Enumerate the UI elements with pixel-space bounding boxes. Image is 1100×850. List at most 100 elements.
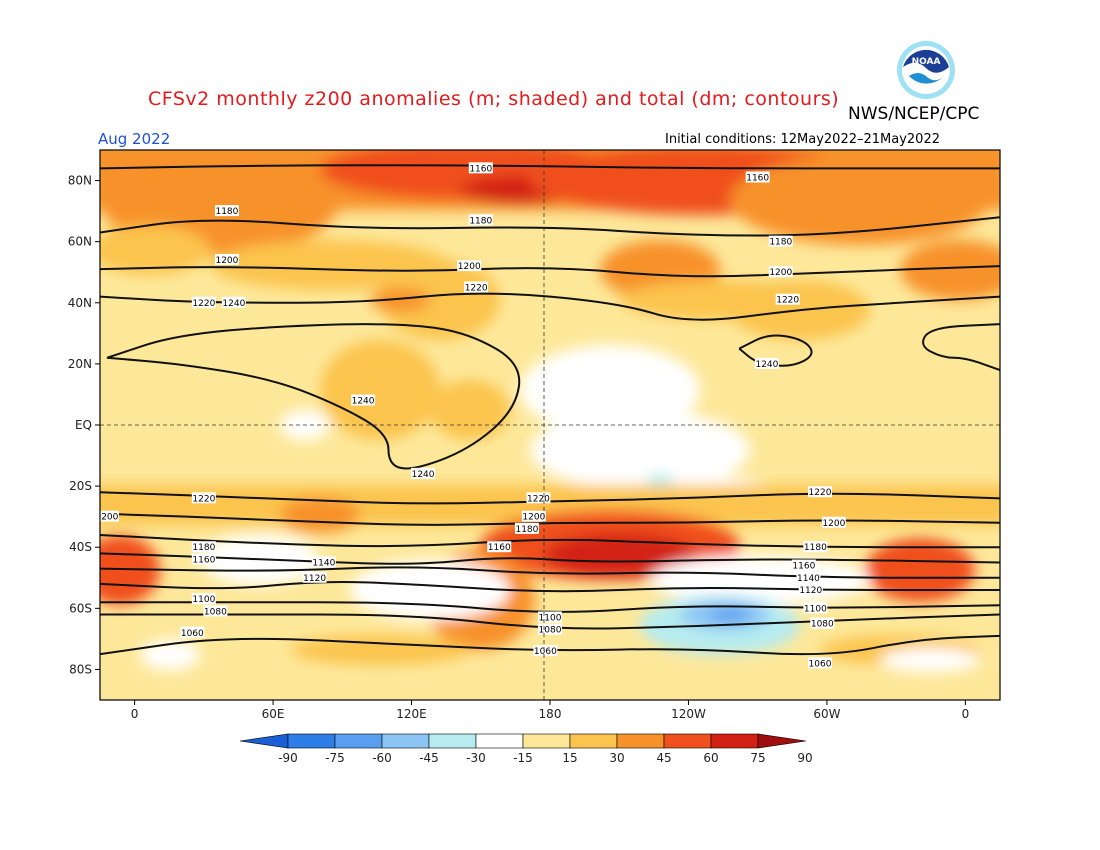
contour-line-1160 bbox=[100, 164, 1000, 170]
contour-line-1160 bbox=[100, 552, 1000, 565]
svg-text:1080: 1080 bbox=[539, 626, 562, 636]
contour-line-1180 bbox=[100, 216, 1000, 237]
colorbar: -90 -75 -60 -45 -30 -15 15 30 45 60 75 90 bbox=[239, 733, 813, 765]
svg-text:1240: 1240 bbox=[755, 360, 778, 370]
contour-label: 1060 bbox=[533, 645, 558, 657]
colorbar-swatch bbox=[569, 733, 618, 749]
longitude-axis: 0 60E 120E 180 120W 60W 0 bbox=[131, 700, 969, 721]
colorbar-swatch bbox=[334, 733, 383, 749]
contour-line-1240 bbox=[922, 323, 1000, 371]
contour-label: 1160 bbox=[487, 541, 512, 553]
svg-text:1160: 1160 bbox=[746, 174, 769, 184]
colorbar-swatch bbox=[287, 733, 336, 749]
colorbar-swatch bbox=[522, 733, 571, 749]
svg-text:1240: 1240 bbox=[412, 470, 435, 480]
svg-text:1200: 1200 bbox=[769, 268, 792, 278]
svg-text:1200: 1200 bbox=[95, 513, 118, 523]
svg-text:1060: 1060 bbox=[534, 647, 557, 657]
height-contours: 1160 1160 1180 1180 1180 1200 1200 1200 1220 1220… bbox=[95, 162, 1000, 669]
lon-tick-label: 120E bbox=[396, 707, 427, 721]
svg-text:1180: 1180 bbox=[804, 543, 827, 553]
colorbar-label: -15 bbox=[513, 751, 533, 765]
lat-tick-label: 80S bbox=[69, 662, 92, 676]
lat-tick-label: 40S bbox=[69, 540, 92, 554]
svg-text:1220: 1220 bbox=[527, 494, 550, 504]
svg-text:1200: 1200 bbox=[522, 513, 545, 523]
colorbar-swatch bbox=[616, 733, 665, 749]
contour-label: 1200 bbox=[457, 260, 482, 272]
contour-label: 1240 bbox=[411, 467, 436, 480]
svg-text:1200: 1200 bbox=[215, 256, 238, 266]
colorbar-label: 60 bbox=[703, 751, 718, 765]
contour-line-1140 bbox=[100, 566, 1000, 579]
colorbar-swatch bbox=[428, 733, 477, 749]
contour-label: 1240 bbox=[221, 296, 246, 309]
colorbar-label: 45 bbox=[656, 751, 671, 765]
svg-text:NOAA: NOAA bbox=[912, 57, 941, 67]
contour-label: 1220 bbox=[191, 492, 216, 504]
svg-text:1120: 1120 bbox=[303, 574, 326, 584]
colorbar-label: -60 bbox=[372, 751, 392, 765]
contour-label: 1180 bbox=[514, 522, 539, 535]
latitude-axis: 80N 60N 40N 20N EQ 20S 40S 60S 80S bbox=[68, 174, 100, 676]
svg-text:1120: 1120 bbox=[799, 586, 822, 596]
svg-text:1220: 1220 bbox=[809, 488, 832, 498]
svg-text:1220: 1220 bbox=[776, 296, 799, 306]
lat-tick-label: 60S bbox=[69, 601, 92, 615]
contour-label: 1120 bbox=[302, 571, 327, 584]
contour-label: 1080 bbox=[810, 617, 835, 630]
lon-tick-label: 120W bbox=[671, 707, 706, 721]
contour-label: 1220 bbox=[526, 492, 551, 504]
colorbar-label: -30 bbox=[466, 751, 486, 765]
contour-line-1180 bbox=[100, 534, 1000, 549]
lon-tick-label: 60W bbox=[813, 707, 840, 721]
svg-text:1200: 1200 bbox=[822, 519, 845, 529]
colorbar-label: 30 bbox=[609, 751, 624, 765]
svg-text:1100: 1100 bbox=[192, 595, 215, 605]
svg-text:1080: 1080 bbox=[204, 607, 227, 617]
contour-label: 1180 bbox=[468, 214, 493, 226]
svg-text:1100: 1100 bbox=[804, 604, 827, 614]
svg-text:1160: 1160 bbox=[488, 543, 511, 553]
contour-label: 1240 bbox=[351, 394, 376, 407]
contour-label: 1200 bbox=[214, 254, 239, 266]
contour-label: 1140 bbox=[311, 556, 336, 569]
svg-text:1160: 1160 bbox=[192, 555, 215, 565]
contour-label: 1160 bbox=[191, 553, 216, 565]
colorbar-label: 75 bbox=[750, 751, 765, 765]
contour-label: 1240 bbox=[754, 357, 779, 370]
contour-label: 1220 bbox=[775, 293, 800, 306]
contour-label: 1120 bbox=[798, 584, 823, 596]
contour-label: 1180 bbox=[803, 541, 828, 553]
svg-text:1180: 1180 bbox=[515, 525, 538, 535]
colorbar-swatch bbox=[663, 733, 712, 749]
colorbar-label: -75 bbox=[325, 751, 345, 765]
contour-label: 1080 bbox=[203, 605, 228, 617]
contour-line-1080 bbox=[100, 613, 1000, 630]
colorbar-swatch bbox=[381, 733, 430, 749]
svg-text:1240: 1240 bbox=[352, 397, 375, 407]
contour-label: 1220 bbox=[808, 486, 832, 498]
contour-label: 1080 bbox=[538, 623, 562, 636]
svg-text:1160: 1160 bbox=[469, 164, 492, 174]
lat-tick-label: 20S bbox=[69, 479, 92, 493]
lon-tick-label: 60E bbox=[262, 707, 285, 721]
svg-text:1220: 1220 bbox=[192, 494, 215, 504]
contour-label: 1180 bbox=[214, 205, 239, 217]
svg-text:1220: 1220 bbox=[192, 299, 215, 309]
lon-tick-label: 0 bbox=[962, 707, 970, 721]
contour-label: 1100 bbox=[538, 611, 562, 624]
svg-text:1180: 1180 bbox=[469, 216, 492, 226]
colorbar-swatch bbox=[475, 733, 524, 749]
svg-text:1180: 1180 bbox=[192, 543, 215, 553]
contour-label: 1160 bbox=[745, 171, 770, 184]
contour-label: 1200 bbox=[821, 516, 846, 529]
colorbar-label: 15 bbox=[562, 751, 577, 765]
contour-line-1240 bbox=[106, 323, 521, 470]
colorbar-label: 90 bbox=[797, 751, 812, 765]
svg-text:1060: 1060 bbox=[181, 629, 204, 639]
lat-tick-label: 80N bbox=[68, 174, 92, 188]
noaa-logo-icon: NOAA bbox=[897, 41, 955, 99]
contour-label: 1100 bbox=[191, 593, 216, 605]
